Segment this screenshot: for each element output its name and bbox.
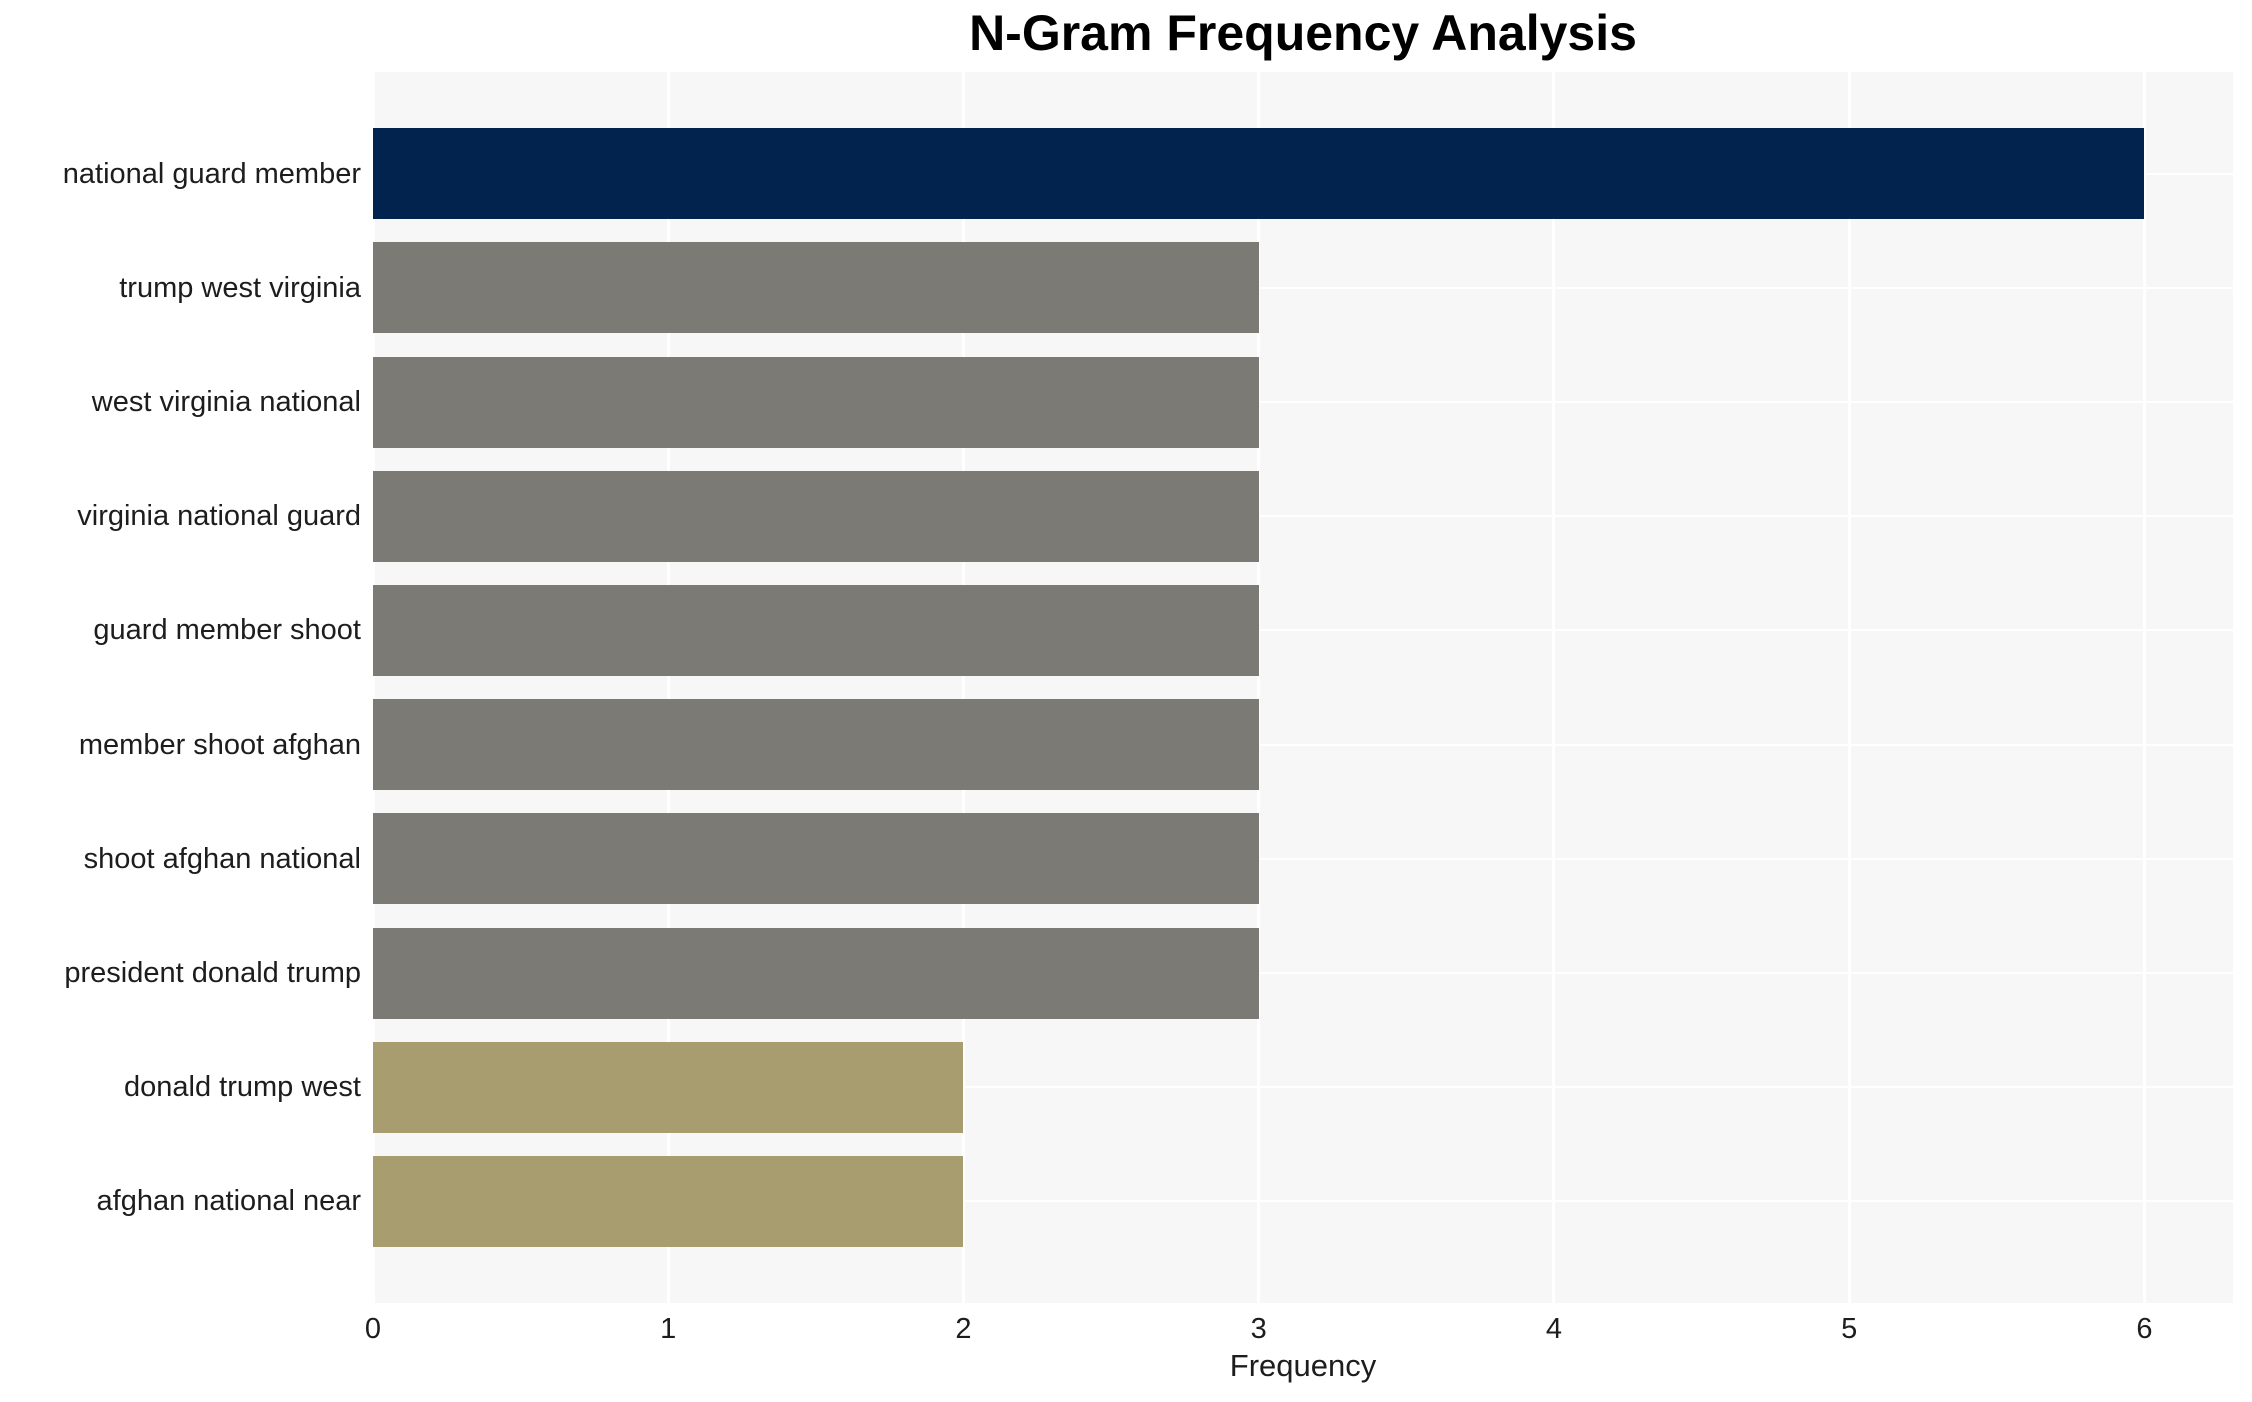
frequency-bar bbox=[373, 1155, 964, 1247]
y-axis-tick-label: member shoot afghan bbox=[78, 728, 361, 761]
chart-title: N-Gram Frequency Analysis bbox=[969, 5, 1637, 61]
y-gridline bbox=[373, 629, 2233, 632]
x-axis-tick-label: 6 bbox=[2136, 1313, 2153, 1345]
frequency-bar bbox=[373, 813, 1259, 905]
frequency-bar bbox=[373, 470, 1259, 562]
x-axis-title: Frequency bbox=[1229, 1348, 1377, 1383]
x-axis-tick-label: 2 bbox=[955, 1313, 972, 1345]
frequency-bar bbox=[373, 927, 1259, 1019]
y-axis-tick-label: virginia national guard bbox=[77, 500, 361, 533]
y-gridline bbox=[373, 972, 2233, 974]
y-axis-tick-label: shoot afghan national bbox=[83, 842, 361, 875]
y-gridline bbox=[373, 286, 2233, 289]
y-gridline bbox=[373, 1086, 2233, 1089]
y-axis-tick-label: donald trump west bbox=[124, 1071, 361, 1104]
x-axis-tick-label: 4 bbox=[1545, 1313, 1562, 1345]
plot-area bbox=[371, 72, 2233, 1303]
y-axis-tick-label: guard member shoot bbox=[93, 614, 361, 647]
x-axis-tick-label: 3 bbox=[1250, 1313, 1267, 1345]
y-axis-tick-label: national guard member bbox=[62, 157, 361, 190]
x-gridline bbox=[371, 72, 375, 1303]
frequency-bar bbox=[373, 128, 2145, 220]
y-gridline bbox=[373, 1200, 2233, 1203]
x-gridline bbox=[2142, 72, 2146, 1303]
x-gridline bbox=[1257, 72, 1261, 1303]
y-axis-tick-label: president donald trump bbox=[64, 957, 361, 989]
frequency-bar bbox=[373, 1041, 964, 1133]
y-gridline bbox=[373, 401, 2233, 403]
y-axis-tick-label: trump west virginia bbox=[119, 271, 361, 304]
x-gridline bbox=[1847, 72, 1851, 1303]
frequency-bar bbox=[373, 584, 1259, 676]
y-gridline bbox=[373, 857, 2233, 860]
frequency-bar bbox=[373, 356, 1259, 448]
y-gridline bbox=[373, 743, 2233, 746]
x-gridline bbox=[1552, 72, 1556, 1303]
x-gridline bbox=[666, 72, 670, 1303]
frequency-bar bbox=[373, 242, 1259, 334]
x-gridline bbox=[961, 72, 965, 1303]
y-gridline bbox=[373, 515, 2233, 518]
x-axis-tick-label: 0 bbox=[364, 1313, 382, 1345]
frequency-bar bbox=[373, 699, 1259, 791]
y-axis-tick-label: west virginia national bbox=[91, 386, 361, 418]
y-axis-tick-label: afghan national near bbox=[96, 1185, 361, 1218]
x-axis-tick-label: 5 bbox=[1841, 1313, 1858, 1345]
x-axis-tick-label: 1 bbox=[660, 1313, 677, 1345]
